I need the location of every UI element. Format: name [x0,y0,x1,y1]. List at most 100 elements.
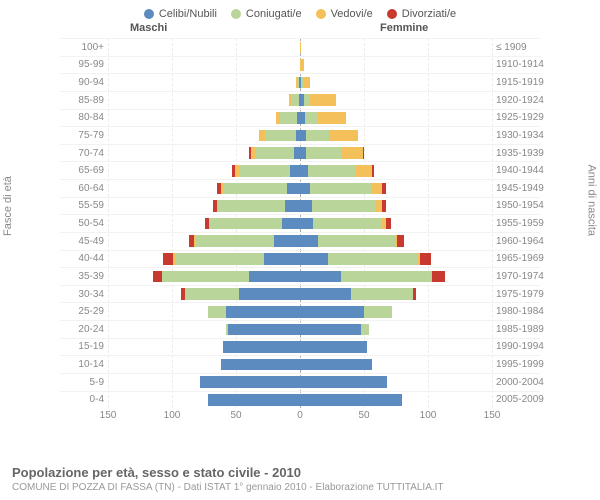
female-side [300,92,492,109]
bar-seg-married [341,271,431,283]
bar-seg-single [200,376,300,388]
age-label: 10-14 [60,359,108,370]
legend-item: Celibi/Nubili [144,6,217,22]
age-label: 55-59 [60,200,108,211]
plot-area: Fasce di età Anni di nascita 100+≤ 19099… [0,38,600,434]
birth-label: 1945-1949 [492,183,540,194]
bar-seg-married [328,253,418,265]
birth-label: 1990-1994 [492,341,540,352]
row-bars [108,162,492,179]
bar-seg-married [195,235,274,247]
age-row: 90-941915-1919 [60,73,540,91]
bar-seg-divorced [163,253,173,265]
population-pyramid-chart: Celibi/NubiliConiugati/eVedovi/eDivorzia… [0,0,600,500]
bar-seg-married [308,165,357,177]
male-header: Maschi [130,22,167,34]
divorced-swatch [387,9,397,19]
age-label: 25-29 [60,306,108,317]
chart-subtitle: COMUNE DI POZZA DI FASSA (TN) - Dati IST… [12,482,588,495]
male-side [108,268,300,285]
female-side [300,74,492,91]
male-side [108,92,300,109]
age-row: 60-641945-1949 [60,179,540,197]
birth-label: 1910-1914 [492,59,540,70]
bar-seg-single [300,165,308,177]
female-side [300,321,492,338]
birth-label: 1920-1924 [492,95,540,106]
bar-seg-single [300,359,372,371]
row-bars [108,392,492,409]
male-side [108,286,300,303]
legend-label: Celibi/Nubili [159,8,217,20]
bar-seg-married [210,218,282,230]
x-tick: 50 [230,410,241,421]
male-side [108,233,300,250]
bar-seg-married [351,288,412,300]
female-side [300,286,492,303]
birth-label: 2000-2004 [492,377,540,388]
row-bars [108,215,492,232]
birth-label: 1935-1939 [492,148,540,159]
female-side [300,233,492,250]
bar-seg-married [175,253,265,265]
chart-footer: Popolazione per età, sesso e stato civil… [12,465,588,494]
chart-title: Popolazione per età, sesso e stato civil… [12,465,588,481]
bar-seg-widowed [372,183,382,195]
male-side [108,162,300,179]
male-side [108,374,300,391]
age-row: 100+≤ 1909 [60,38,540,56]
female-side [300,356,492,373]
birth-label: 1985-1989 [492,324,540,335]
row-bars [108,356,492,373]
bar-seg-single [208,394,300,406]
single-swatch [144,9,154,19]
age-row: 45-491960-1964 [60,232,540,250]
age-row: 70-741935-1939 [60,144,540,162]
bar-seg-divorced [382,183,386,195]
bar-seg-divorced [382,200,386,212]
row-bars [108,251,492,268]
age-label: 95-99 [60,59,108,70]
bar-seg-married [313,218,382,230]
bar-seg-single [300,235,318,247]
row-bars [108,321,492,338]
bar-seg-married [361,324,369,336]
birth-label: 1930-1934 [492,130,540,141]
row-bars [108,145,492,162]
male-side [108,356,300,373]
bar-seg-married [218,200,285,212]
female-side [300,180,492,197]
age-row: 30-341975-1979 [60,285,540,303]
male-side [108,339,300,356]
male-side [108,198,300,215]
male-side [108,127,300,144]
age-row: 20-241985-1989 [60,320,540,338]
female-side [300,57,492,74]
birth-label: 2005-2009 [492,394,540,405]
male-side [108,251,300,268]
gender-headers: Maschi Femmine [0,22,600,38]
bar-seg-single [300,306,364,318]
male-side [108,145,300,162]
female-side [300,215,492,232]
bar-seg-single [300,200,312,212]
bar-seg-widowed [300,42,301,54]
rows-container: 100+≤ 190995-991910-191490-941915-191985… [60,38,540,408]
age-label: 40-44 [60,253,108,264]
bar-seg-divorced [420,253,430,265]
bar-seg-single [249,271,300,283]
row-bars [108,303,492,320]
female-side [300,127,492,144]
row-bars [108,74,492,91]
age-row: 35-391970-1974 [60,267,540,285]
bar-seg-married [306,147,342,159]
bar-seg-married [310,183,371,195]
bar-seg-divorced [397,235,403,247]
bar-seg-married [318,235,395,247]
male-side [108,215,300,232]
bar-seg-single [300,288,351,300]
female-side [300,392,492,409]
female-side [300,198,492,215]
age-label: 35-39 [60,271,108,282]
birth-label: 1950-1954 [492,200,540,211]
